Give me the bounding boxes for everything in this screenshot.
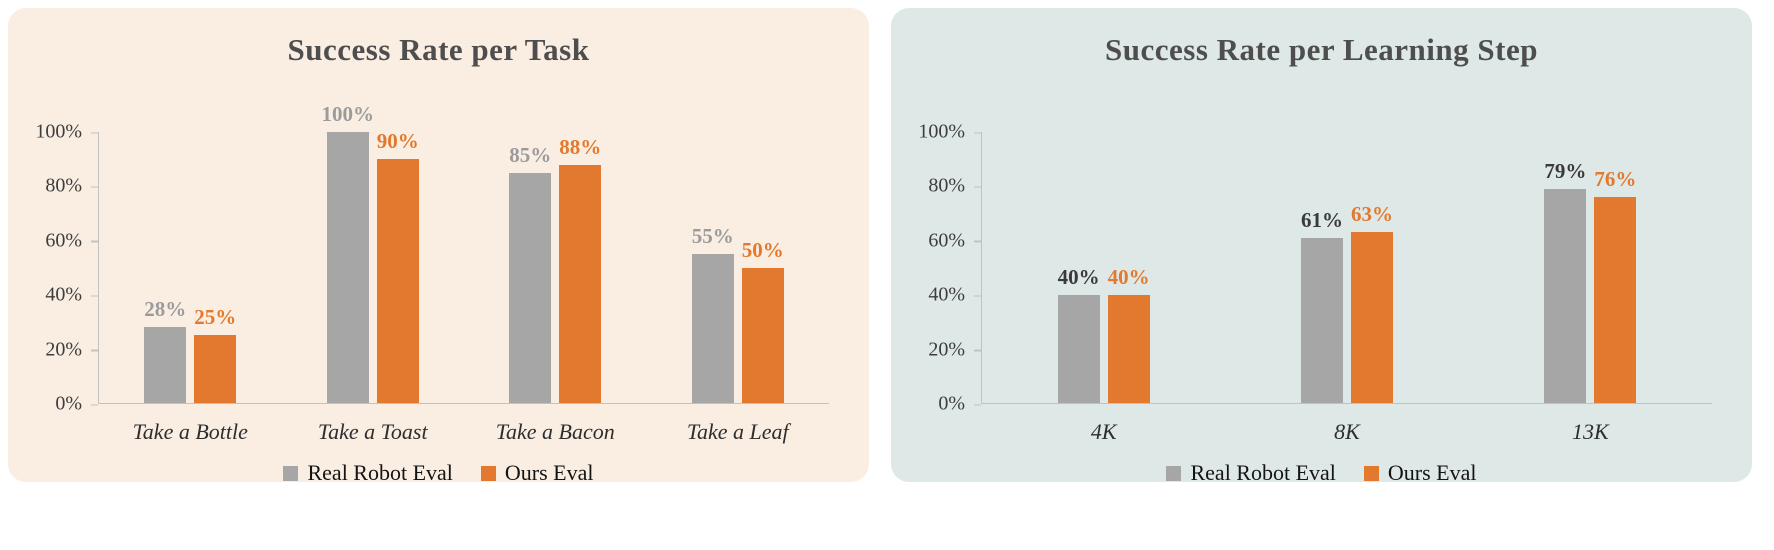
- bar-group: 85% 88% Take a Bacon: [464, 132, 647, 444]
- bar-value-label: 55%: [691, 223, 734, 248]
- legend-item-real-robot-eval: Real Robot Eval: [1166, 460, 1336, 486]
- bar-value-label: 28%: [144, 297, 187, 322]
- chart-legend: Real Robot Eval Ours Eval: [917, 460, 1726, 486]
- category-label: Take a Leaf: [686, 419, 789, 444]
- category-label: 8K: [1334, 419, 1360, 444]
- bar-real-robot-eval: 61%: [1300, 208, 1343, 403]
- legend-swatch-icon: [1363, 465, 1379, 481]
- legend-label: Real Robot Eval: [307, 460, 453, 485]
- category-label: 13K: [1571, 419, 1609, 444]
- bar-real-robot-eval: 55%: [691, 224, 734, 403]
- legend-swatch-icon: [480, 465, 496, 481]
- chart-title: Success Rate per Learning Step: [1105, 32, 1538, 67]
- legend-swatch-icon: [1166, 465, 1182, 481]
- bar-pair: 28% 25%: [144, 132, 237, 403]
- y-tick-label: 100%: [35, 120, 98, 143]
- bar-real-robot-eval: 100%: [322, 102, 374, 403]
- bar-pair: 85% 88%: [509, 132, 602, 403]
- bar-value-label: 79%: [1544, 158, 1587, 183]
- bar-real-robot-eval: 40%: [1057, 265, 1100, 403]
- y-tick-label: 60%: [928, 229, 981, 252]
- legend-item-ours-eval: Ours Eval: [1363, 460, 1477, 486]
- chart-panel-success-rate-per-learning-step: Success Rate per Learning Step 0% 20% 40% 6…: [891, 8, 1752, 485]
- y-tick-label: 20%: [45, 338, 98, 361]
- bar-ours-eval: 88%: [559, 135, 602, 403]
- legend-item-real-robot-eval: Real Robot Eval: [283, 460, 453, 486]
- bar-pair: 79% 76%: [1544, 132, 1637, 403]
- category-label: Take a Bottle: [132, 419, 248, 444]
- legend-label: Ours Eval: [504, 460, 594, 485]
- chart-title: Success Rate per Task: [287, 32, 590, 67]
- bar-value-label: 90%: [376, 129, 419, 154]
- category-label: Take a Bacon: [495, 419, 615, 444]
- y-axis: 0% 20% 40% 60% 80% 100%: [917, 121, 981, 415]
- bar-ours-eval: 40%: [1107, 265, 1150, 403]
- bar-chart-per-learning-step: 0% 20% 40% 60% 80% 100% 40% 40% 4K 61% 63% 8K 79% 76…: [917, 121, 1726, 444]
- figure-page: Success Rate per Task 0% 20% 40% 60% 80% 100%…: [8, 8, 1752, 485]
- bar-group: 28% 25% Take a Bottle: [99, 132, 282, 444]
- legend-label: Real Robot Eval: [1190, 460, 1336, 485]
- bar-real-robot-eval: 85%: [509, 143, 552, 403]
- bar-group: 100% 90% Take a Toast: [282, 102, 465, 444]
- y-tick-label: 40%: [928, 283, 981, 306]
- bar-value-label: 63%: [1350, 202, 1393, 227]
- plot-area: 28% 25% Take a Bottle 100% 90% Take a Toast 85…: [98, 102, 830, 444]
- bar-value-label: 76%: [1594, 167, 1637, 192]
- bar-ours-eval: 63%: [1350, 202, 1393, 403]
- y-tick-label: 100%: [918, 120, 981, 143]
- bar-ours-eval: 90%: [376, 129, 419, 403]
- legend-item-ours-eval: Ours Eval: [480, 460, 594, 486]
- bar-chart-per-task: 0% 20% 40% 60% 80% 100% 28% 25% Take a Bottle 10…: [34, 102, 843, 444]
- bar-value-label: 100%: [321, 102, 375, 126]
- bar-group: 79% 76% 13K: [1469, 132, 1712, 444]
- y-tick-label: 80%: [45, 174, 98, 197]
- category-label: 4K: [1090, 419, 1117, 444]
- legend-swatch-icon: [283, 465, 299, 481]
- y-tick-label: 80%: [928, 174, 981, 197]
- bar-pair: 61% 63%: [1300, 132, 1393, 403]
- bar-ours-eval: 25%: [194, 305, 237, 403]
- bar-value-label: 40%: [1107, 264, 1150, 289]
- bar-real-robot-eval: 28%: [144, 297, 187, 403]
- bar-group: 61% 63% 8K: [1225, 132, 1468, 444]
- y-tick-label: 0%: [55, 392, 98, 415]
- y-tick-label: 60%: [45, 229, 98, 252]
- bar-value-label: 85%: [509, 142, 552, 167]
- bar-real-robot-eval: 79%: [1544, 159, 1587, 403]
- bar-pair: 40% 40%: [1057, 132, 1150, 403]
- bar-pair: 100% 90%: [322, 102, 419, 403]
- y-tick-label: 40%: [45, 283, 98, 306]
- legend-label: Ours Eval: [1387, 460, 1477, 485]
- bar-ours-eval: 76%: [1594, 167, 1637, 403]
- bar-value-label: 61%: [1300, 207, 1343, 232]
- chart-legend: Real Robot Eval Ours Eval: [34, 460, 843, 486]
- bar-value-label: 50%: [741, 237, 784, 262]
- bar-ours-eval: 50%: [741, 238, 784, 403]
- y-tick-label: 0%: [938, 392, 981, 415]
- bar-value-label: 25%: [194, 305, 237, 330]
- plot-area: 40% 40% 4K 61% 63% 8K 79% 76% 13K: [981, 132, 1712, 444]
- bar-group: 55% 50% Take a Leaf: [647, 132, 830, 444]
- bar-group: 40% 40% 4K: [982, 132, 1225, 444]
- y-axis: 0% 20% 40% 60% 80% 100%: [34, 121, 98, 415]
- bar-pair: 55% 50%: [691, 132, 784, 403]
- category-label: Take a Toast: [317, 419, 428, 444]
- y-tick-label: 20%: [928, 338, 981, 361]
- chart-panel-success-rate-per-task: Success Rate per Task 0% 20% 40% 60% 80% 100%…: [8, 8, 869, 485]
- bar-value-label: 40%: [1057, 264, 1100, 289]
- bar-value-label: 88%: [559, 134, 602, 159]
